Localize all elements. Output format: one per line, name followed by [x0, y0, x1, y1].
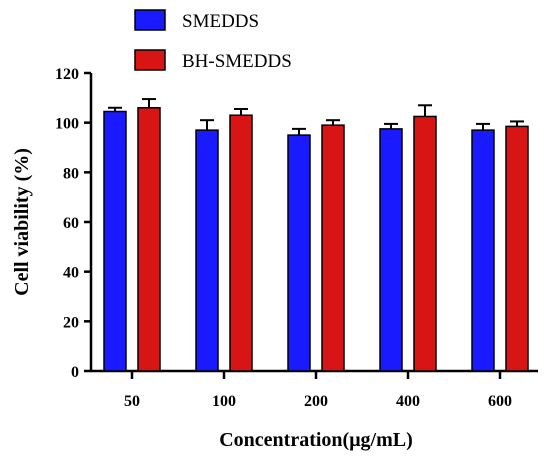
legend-label-smedds: SMEDDS	[182, 11, 259, 32]
y-tick-label: 80	[63, 165, 79, 182]
x-axis-title: Concentration(μg/mL)	[219, 429, 413, 451]
x-tick-label: 200	[304, 393, 328, 410]
x-tick-label: 50	[124, 393, 140, 410]
y-tick-label: 0	[71, 364, 79, 381]
y-tick-label: 20	[63, 314, 79, 331]
x-tick-label: 400	[396, 393, 420, 410]
plot-area: 0 20 40 60 80 100 120 50 100 200 400 600	[55, 66, 538, 410]
bar-bh-smedds	[321, 124, 345, 372]
legend-swatch-smedds	[134, 9, 166, 31]
bar-smedds	[195, 129, 219, 372]
y-tick-label: 60	[63, 215, 79, 232]
bar-bh-smedds	[413, 115, 437, 372]
y-tick-label: 120	[55, 66, 79, 83]
bar-smedds	[471, 129, 495, 372]
y-tick-label: 100	[55, 116, 79, 133]
legend-swatch-bh-smedds	[134, 49, 166, 71]
bar-smedds	[287, 134, 311, 372]
bar-bh-smedds	[505, 125, 529, 372]
bar-smedds	[103, 110, 127, 372]
x-tick-label: 100	[212, 393, 236, 410]
bar-bh-smedds	[137, 107, 161, 372]
legend-label-bh-smedds: BH-SMEDDS	[182, 51, 292, 72]
y-tick-label: 40	[63, 265, 79, 282]
legend: SMEDDS BH-SMEDDS	[134, 9, 292, 72]
y-axis-title: Cell viability (%)	[11, 148, 33, 296]
x-tick-label: 600	[488, 393, 512, 410]
bar-bh-smedds	[229, 114, 253, 372]
bar-smedds	[379, 128, 403, 372]
